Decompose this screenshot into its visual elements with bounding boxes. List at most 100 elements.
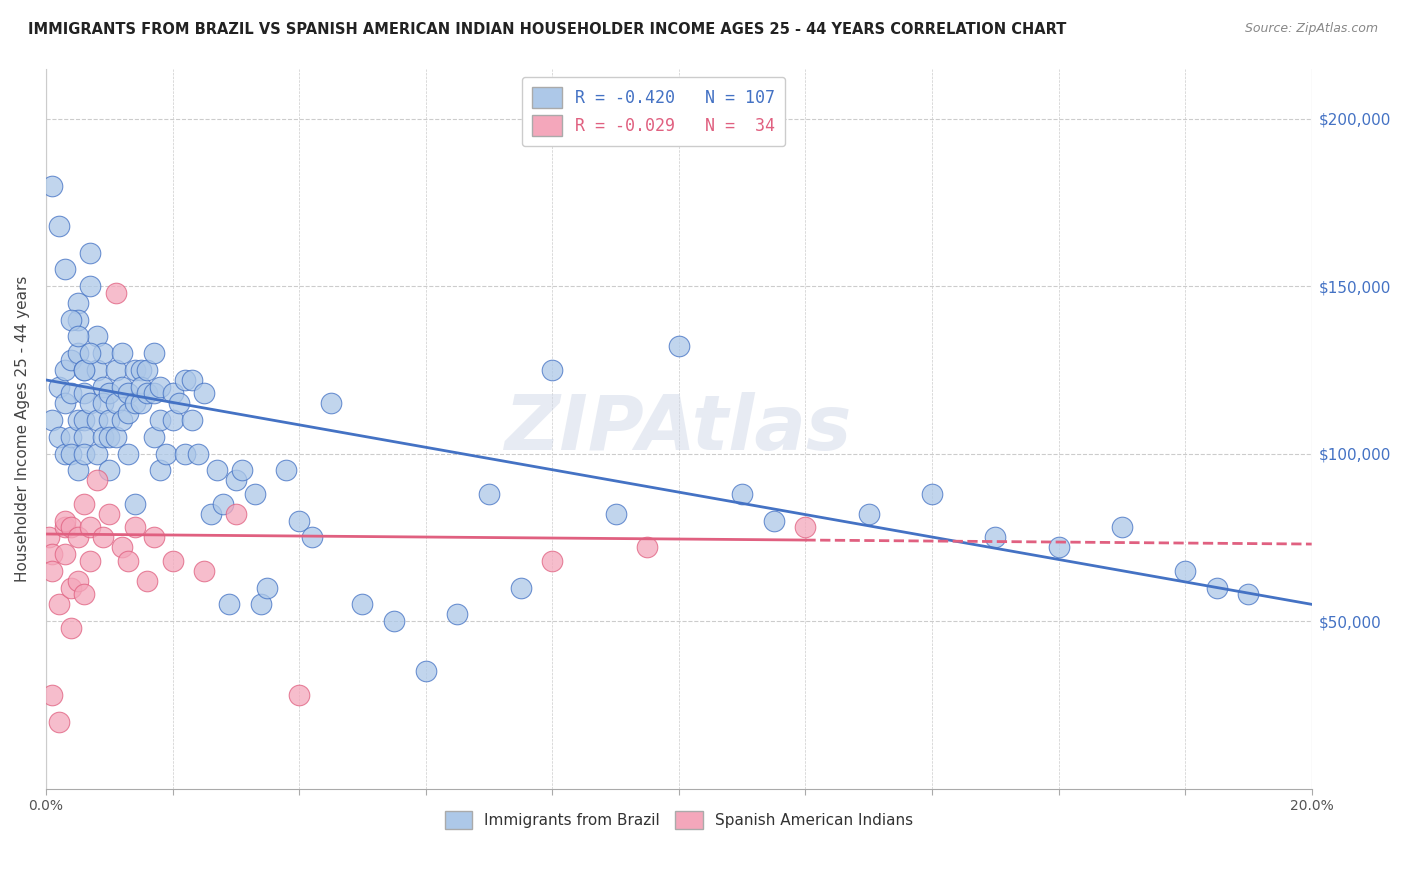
Point (142, 386, 165, 401)
Point (66, 530, 89, 544)
Point (231, 463, 253, 477)
Point (149, 413, 172, 427)
Point (288, 688, 311, 702)
Point (73, 413, 96, 427)
Point (91, 346, 114, 360)
Point (104, 363, 127, 377)
Point (60, 386, 83, 401)
Point (53, 514, 76, 528)
Point (124, 396, 146, 410)
Point (66, 463, 89, 477)
Point (53, 520, 76, 534)
Point (301, 530, 323, 544)
Point (79, 245, 101, 260)
Point (117, 554, 139, 568)
Point (200, 507, 222, 521)
Point (53, 447, 76, 461)
Point (48, 219, 70, 233)
Point (53, 547, 76, 561)
Point (319, 396, 342, 410)
Point (193, 564, 215, 578)
Point (446, 607, 468, 622)
Point (60, 621, 83, 635)
Point (129, 363, 152, 377)
Point (167, 396, 190, 410)
Point (124, 497, 146, 511)
Point (256, 581, 278, 595)
Point (731, 487, 754, 501)
Point (48, 430, 70, 444)
Point (858, 507, 880, 521)
Point (162, 413, 184, 427)
Point (73, 363, 96, 377)
Point (136, 386, 159, 401)
Point (124, 363, 146, 377)
Point (142, 430, 165, 444)
Point (794, 520, 817, 534)
Point (79, 279, 101, 293)
Point (53, 363, 76, 377)
Point (117, 386, 139, 401)
Point (60, 581, 83, 595)
Point (288, 514, 311, 528)
Point (1237, 587, 1260, 601)
Point (541, 363, 564, 377)
Point (605, 507, 627, 521)
Point (98, 413, 121, 427)
Point (66, 312, 89, 326)
Point (41, 688, 63, 702)
Point (41, 564, 63, 578)
Point (73, 497, 96, 511)
Point (73, 587, 96, 601)
Point (382, 614, 405, 628)
Point (60, 352, 83, 367)
Point (111, 541, 134, 555)
Point (98, 463, 121, 477)
Point (174, 373, 197, 387)
Point (149, 463, 172, 477)
Point (1205, 581, 1227, 595)
Point (1047, 541, 1070, 555)
Point (79, 554, 101, 568)
Point (98, 507, 121, 521)
Point (60, 447, 83, 461)
Point (187, 447, 209, 461)
Point (79, 520, 101, 534)
Point (86, 447, 108, 461)
Point (478, 487, 501, 501)
Point (41, 178, 63, 193)
Point (66, 413, 89, 427)
Point (53, 262, 76, 277)
Point (91, 430, 114, 444)
Point (218, 598, 240, 612)
Point (66, 296, 89, 310)
Point (129, 379, 152, 393)
Point (180, 413, 202, 427)
Point (91, 396, 114, 410)
Point (205, 463, 228, 477)
Point (48, 598, 70, 612)
Y-axis label: Householder Income Ages 25 - 44 years: Householder Income Ages 25 - 44 years (15, 276, 30, 582)
Text: IMMIGRANTS FROM BRAZIL VS SPANISH AMERICAN INDIAN HOUSEHOLDER INCOME AGES 25 - 4: IMMIGRANTS FROM BRAZIL VS SPANISH AMERIC… (28, 22, 1067, 37)
Point (53, 396, 76, 410)
Point (91, 379, 114, 393)
Point (124, 520, 146, 534)
Point (48, 714, 70, 729)
Point (541, 554, 564, 568)
Point (174, 447, 197, 461)
Point (162, 386, 184, 401)
Point (66, 329, 89, 343)
Point (243, 487, 266, 501)
Point (86, 363, 108, 377)
Point (136, 574, 159, 588)
Point (636, 541, 658, 555)
Point (193, 386, 215, 401)
Point (129, 396, 152, 410)
Point (60, 430, 83, 444)
Point (142, 346, 165, 360)
Point (668, 339, 690, 353)
Point (38, 530, 60, 544)
Point (180, 373, 202, 387)
Point (921, 487, 943, 501)
Point (136, 363, 159, 377)
